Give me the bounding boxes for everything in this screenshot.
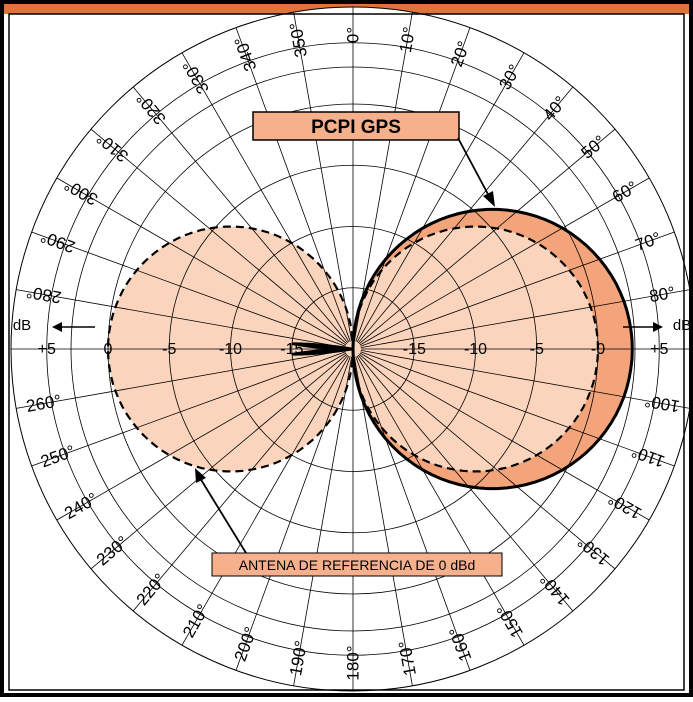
grid-spoke [353, 12, 413, 342]
grid-spoke [356, 355, 525, 646]
radial-tick-left: 0 [104, 341, 113, 358]
radial-tick-left: -5 [162, 341, 176, 358]
angle-label: 180° [344, 645, 363, 680]
grid-spoke [357, 354, 574, 612]
grid-spoke [16, 289, 346, 349]
db-arrowhead-right [653, 322, 663, 332]
pcpi-label-box [252, 111, 460, 141]
grid-spoke [355, 356, 471, 671]
db-arrowhead-left [52, 322, 62, 332]
grid-spoke [181, 355, 350, 646]
grid-spoke [353, 356, 413, 686]
radial-tick-left: -15 [280, 341, 303, 358]
grid-spoke [31, 351, 346, 467]
radial-tick-right: -0 [591, 341, 605, 358]
grid-spoke [181, 52, 350, 343]
radial-tick-right: +5 [650, 341, 668, 358]
radial-tick-left: -10 [219, 341, 242, 358]
grid-spoke [31, 231, 346, 347]
grid-spoke [132, 86, 349, 344]
grid-spoke [360, 349, 690, 409]
grid-spoke [56, 352, 347, 521]
grid-spoke [355, 27, 471, 342]
grid-spoke [293, 356, 353, 686]
grid-spoke [90, 128, 348, 345]
grid-spoke [359, 177, 650, 346]
grid-spoke [358, 128, 616, 345]
grid-spoke [357, 86, 574, 344]
angle-label: 80° [648, 283, 677, 306]
grid-spoke [356, 52, 525, 343]
pcpi-label: PCPI GPS [311, 117, 401, 138]
grid-spoke [56, 177, 347, 346]
grid-spoke [293, 12, 353, 342]
radial-tick-right: -5 [530, 341, 544, 358]
radial-tick-right: -10 [464, 341, 487, 358]
db-label-left: dB [13, 317, 31, 334]
reference-arrow [199, 477, 247, 554]
angle-label: 10° [396, 25, 419, 54]
grid-spoke [235, 27, 351, 342]
inner-frame [8, 13, 685, 691]
grid-spoke [358, 353, 616, 570]
grid-spoke [359, 352, 650, 521]
db-label-right: dB [673, 317, 691, 334]
reference-label-box [211, 552, 503, 577]
angle-label: 0° [344, 27, 363, 43]
radial-tick-right: -15 [403, 341, 426, 358]
grid-spoke [132, 354, 349, 612]
radial-tick-left: +5 [38, 341, 56, 358]
grid-spoke [360, 289, 690, 349]
grid-spoke [360, 351, 675, 467]
reference-label: ANTENA DE REFERENCIA DE 0 dBd [239, 557, 476, 573]
pcpi-arrow [457, 137, 491, 199]
reference-arrowhead [195, 468, 206, 483]
pcpi-arrowhead [483, 191, 495, 207]
grid-spoke [235, 356, 351, 671]
grid-spoke [360, 231, 675, 347]
grid-spoke [16, 349, 346, 409]
grid-spoke [90, 353, 348, 570]
